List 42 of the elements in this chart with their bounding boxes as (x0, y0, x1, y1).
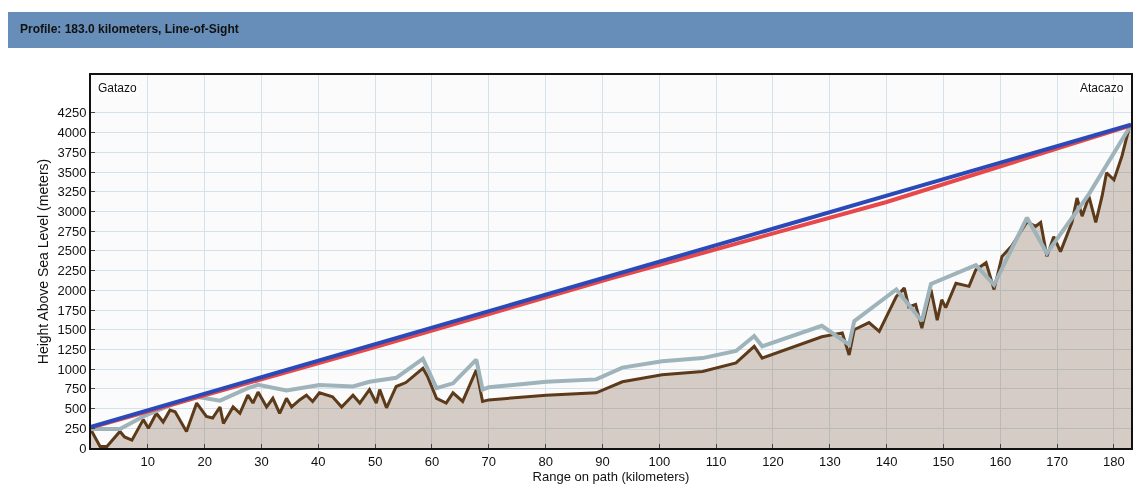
x-tick-label: 20 (197, 453, 212, 469)
y-tick-label: 3000 (57, 203, 87, 219)
x-tick-label: 140 (875, 453, 898, 469)
y-tick-label: 2500 (57, 243, 87, 259)
y-tick-label: 0 (79, 440, 87, 456)
x-tick-label: 100 (648, 453, 671, 469)
x-tick-label: 40 (311, 453, 326, 469)
y-axis-title: Height Above Sea Level (meters) (34, 158, 51, 365)
x-tick-label: 10 (140, 453, 156, 469)
y-tick-label: 3250 (57, 184, 87, 200)
x-tick-label: 50 (367, 453, 383, 469)
x-tick-label: 30 (254, 453, 269, 469)
y-tick-label: 1500 (57, 322, 87, 338)
y-tick-label: 750 (64, 381, 87, 397)
x-tick-label: 110 (705, 453, 727, 469)
annotation: Gatazo (98, 81, 138, 95)
y-tick-label: 1250 (57, 341, 87, 357)
y-tick-label: 4000 (57, 125, 87, 141)
y-tick-label: 1750 (57, 302, 87, 318)
x-tick-label: 160 (989, 453, 1012, 469)
x-tick-label: 180 (1103, 453, 1125, 469)
y-tick-label: 2000 (57, 282, 87, 298)
x-tick-label: 170 (1046, 453, 1068, 469)
x-tick-label: 130 (818, 453, 841, 469)
chart-title: Profile: 183.0 kilometers, Line-of-Sight (20, 22, 239, 36)
y-tick-label: 1000 (57, 361, 87, 377)
x-tick-label: 120 (762, 453, 784, 469)
y-tick-label: 2250 (57, 263, 87, 279)
x-tick-label: 80 (538, 453, 553, 469)
y-tick-label: 3750 (57, 144, 87, 160)
x-tick-label: 60 (424, 453, 440, 469)
x-tick-label: 150 (932, 453, 955, 469)
x-axis-title: Range on path (kilometers) (532, 468, 690, 484)
title-banner: Profile: 183.0 kilometers, Line-of-Sight (8, 12, 1133, 48)
x-tick-label: 70 (481, 453, 497, 469)
y-tick-label: 250 (64, 420, 87, 436)
annotation: Atacazo (1080, 81, 1124, 95)
y-tick-label: 2750 (57, 223, 87, 239)
x-tick-label: 90 (595, 453, 610, 469)
y-tick-label: 4250 (57, 105, 87, 121)
y-tick-label: 500 (64, 401, 87, 417)
y-tick-label: 3500 (57, 164, 87, 180)
